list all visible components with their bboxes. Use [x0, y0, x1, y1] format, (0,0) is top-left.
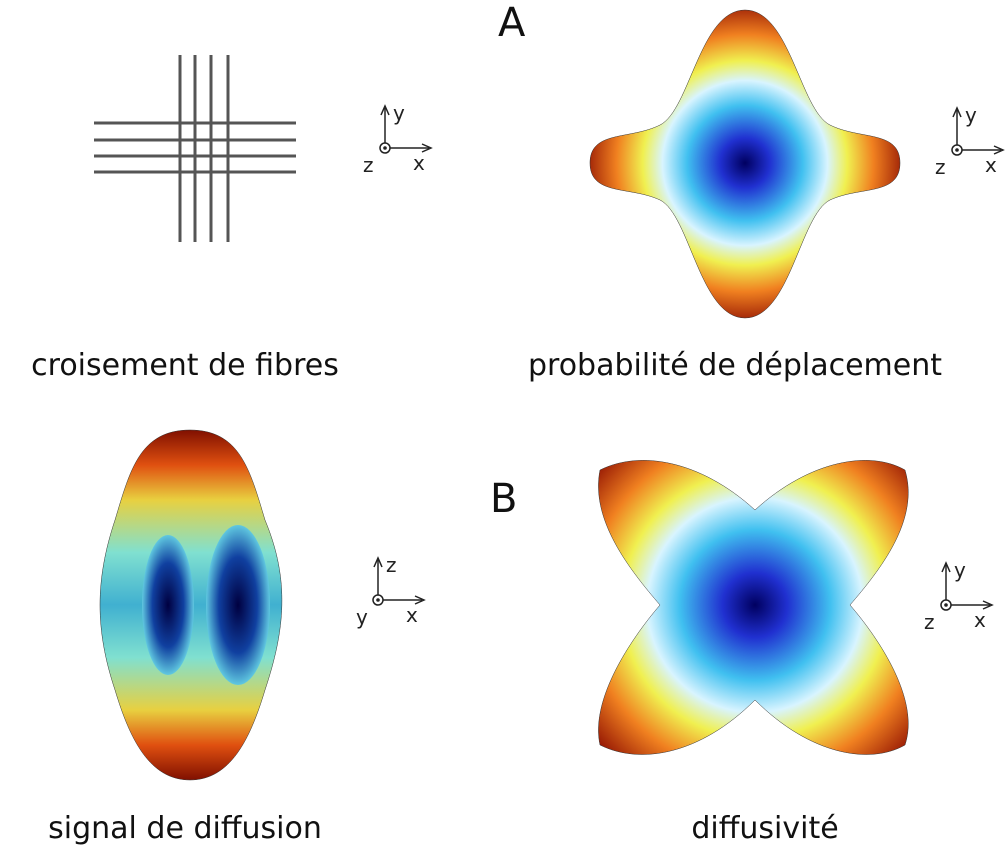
axis-label: z	[386, 553, 397, 577]
axis-label: x	[406, 603, 418, 627]
axis-label: y	[965, 103, 977, 127]
axis-label: y	[356, 605, 368, 629]
axis-dot	[383, 146, 387, 150]
axis-label: y	[393, 101, 405, 125]
axis-label: x	[413, 151, 425, 175]
axis-label: x	[985, 153, 997, 177]
axis-dot	[955, 148, 959, 152]
probability-surface	[590, 10, 900, 318]
signal-surface	[100, 430, 282, 780]
caption: diffusivité	[691, 811, 838, 846]
caption: croisement de fibres	[31, 348, 339, 383]
caption: signal de diffusion	[48, 811, 322, 846]
fibre-crossing	[94, 55, 296, 242]
caption: probabilité de déplacement	[528, 348, 942, 383]
panel-letter: B	[490, 476, 517, 522]
axis-dot	[944, 603, 948, 607]
axis-label: z	[924, 610, 935, 634]
figure: A B croisement de fibres y x z probabilité d…	[0, 0, 1008, 846]
axis-label: y	[954, 558, 966, 582]
diffusivity-surface	[598, 460, 908, 754]
axis-label: z	[363, 153, 374, 177]
panel-letter: A	[498, 0, 526, 46]
axis-dot	[376, 598, 380, 602]
axis-label: z	[935, 155, 946, 179]
axis-label: x	[974, 608, 986, 632]
